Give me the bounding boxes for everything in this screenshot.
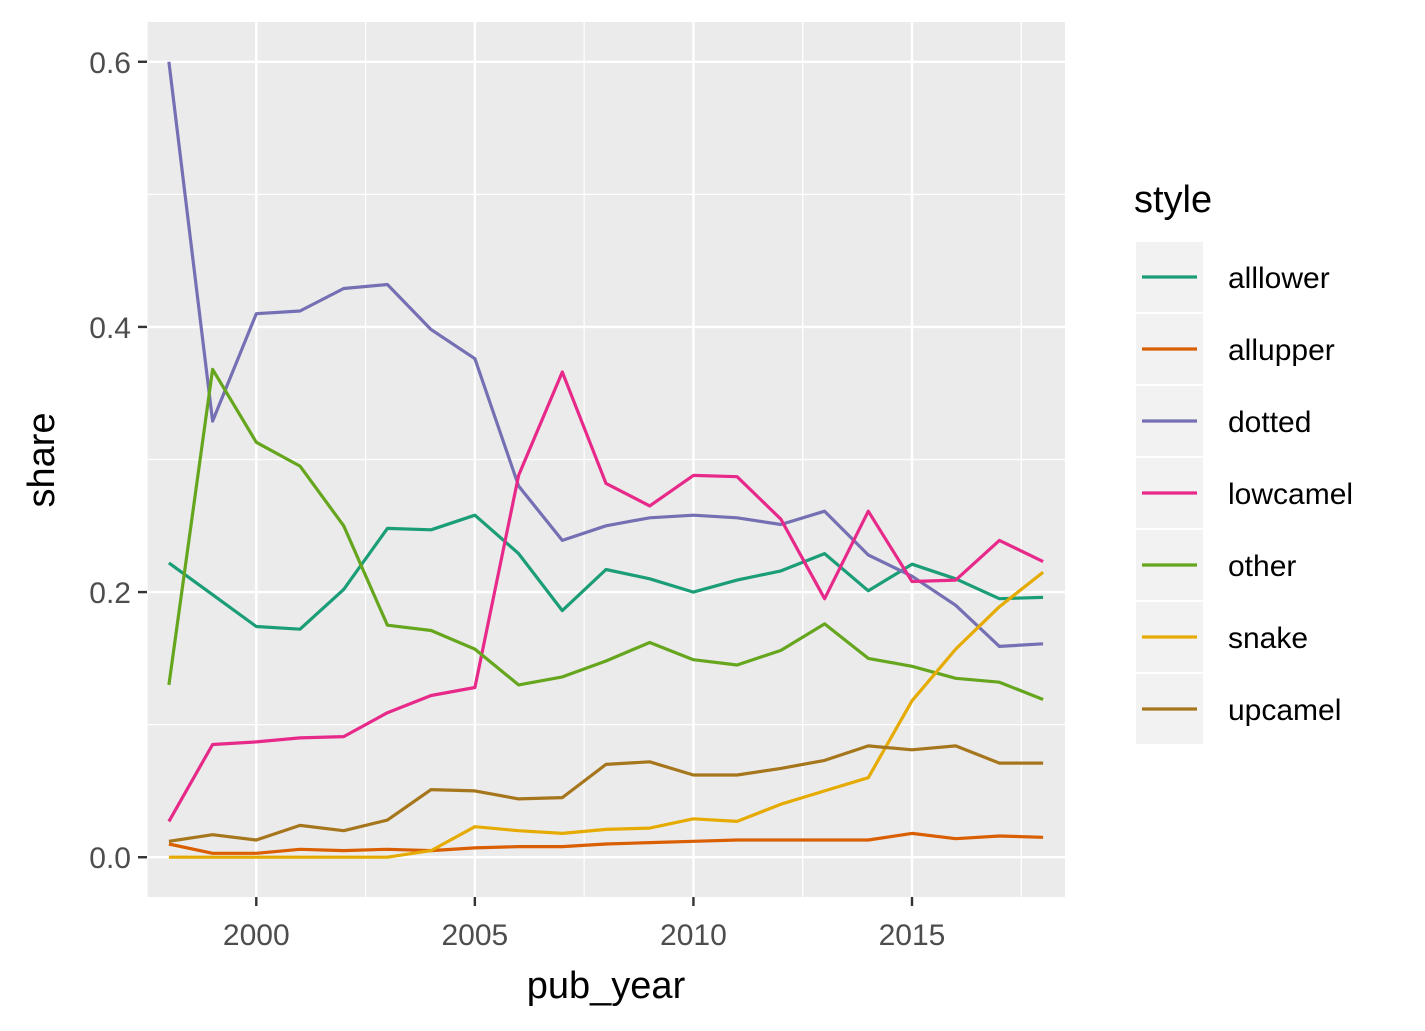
x-tick-label: 2010 (660, 919, 727, 952)
series-line-snake (168, 570, 1045, 859)
legend-label-allupper: allupper (1228, 334, 1335, 367)
series-line-alllower (167, 513, 1044, 631)
series-line-allupper (168, 831, 1044, 855)
x-tick-label: 2015 (879, 919, 946, 952)
legend-item-dotted: dotted (1136, 386, 1311, 456)
legend-label-other: other (1228, 550, 1296, 583)
legend-label-upcamel: upcamel (1228, 694, 1341, 727)
y-tick-label: 0.6 (89, 47, 131, 80)
legend-label-alllower: alllower (1228, 262, 1330, 295)
y-tick-label: 0.2 (89, 577, 131, 610)
legend-item-snake: snake (1136, 602, 1308, 672)
y-axis-title: share (21, 412, 63, 507)
x-axis: 2000 2005 2010 2015 (223, 897, 945, 952)
legend-label-snake: snake (1228, 622, 1308, 655)
y-tick-label: 0.0 (89, 842, 131, 875)
x-tick-label: 2000 (223, 919, 290, 952)
x-axis-title: pub_year (527, 965, 686, 1007)
legend-item-lowcamel: lowcamel (1136, 458, 1353, 528)
series-line-other (167, 367, 1044, 701)
major-gridlines (147, 22, 1065, 897)
series-line-lowcamel (167, 370, 1044, 823)
legend-label-lowcamel: lowcamel (1228, 478, 1353, 511)
legend: style alllower allupper dotted lowcamel othe… (1134, 179, 1353, 744)
legend-items: alllower allupper dotted lowcamel other snake… (1136, 242, 1353, 744)
y-tick-label: 0.4 (89, 312, 131, 345)
legend-item-upcamel: upcamel (1136, 674, 1341, 744)
legend-label-dotted: dotted (1228, 406, 1311, 439)
legend-item-other: other (1136, 530, 1296, 600)
legend-item-alllower: alllower (1136, 242, 1330, 312)
series-line-dotted (167, 61, 1044, 649)
legend-item-allupper: allupper (1136, 314, 1335, 384)
series-lines (167, 61, 1045, 859)
y-axis: 0.0 0.2 0.4 0.6 (89, 47, 147, 875)
series-line-upcamel (168, 744, 1044, 843)
legend-title: style (1134, 179, 1212, 221)
x-tick-label: 2005 (441, 919, 508, 952)
